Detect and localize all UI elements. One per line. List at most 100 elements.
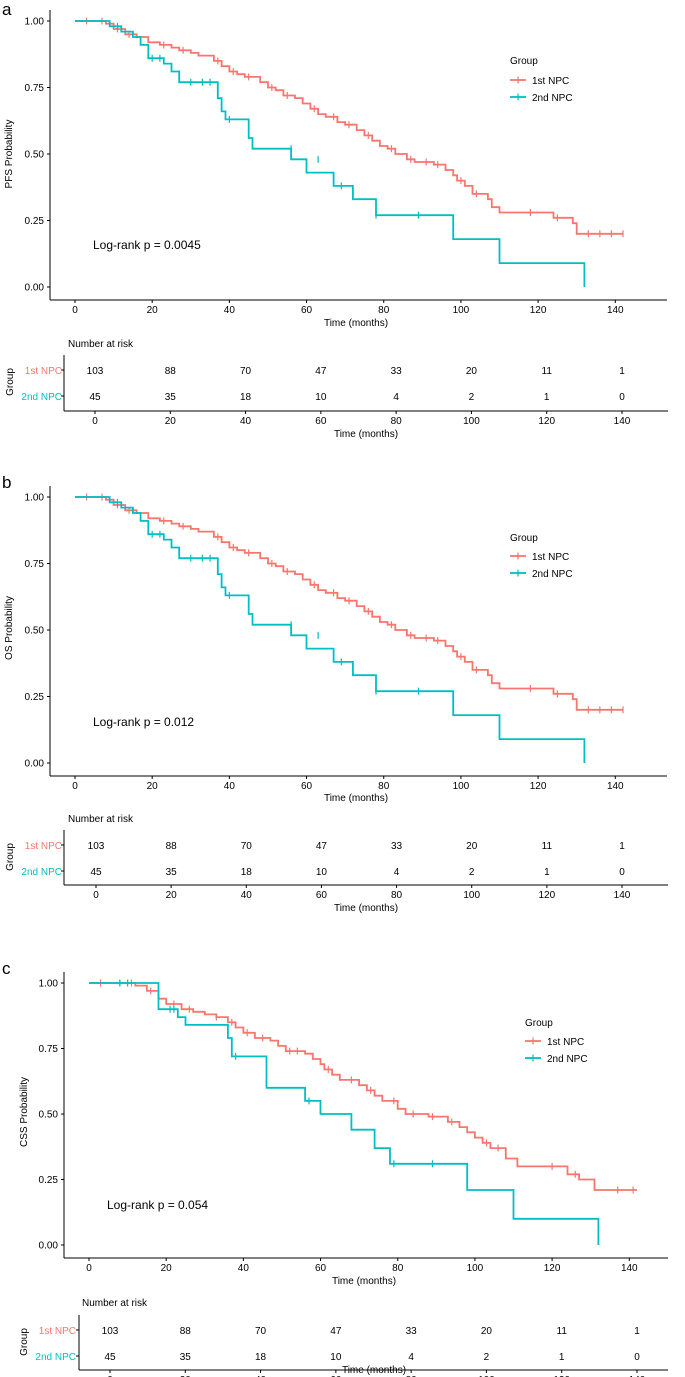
risk-x-tick-label: 20 (180, 1375, 192, 1377)
risk-count: 47 (315, 366, 327, 377)
legend-title: Group (510, 533, 538, 544)
legend-title: Group (510, 56, 538, 67)
risk-x-tick-label: 120 (538, 416, 555, 427)
risk-count: 45 (104, 1352, 116, 1363)
risk-count: 88 (180, 1326, 192, 1337)
risk-x-tick-label: 100 (478, 1375, 495, 1377)
panel-letter: b (2, 473, 11, 492)
panel-letter: c (2, 959, 11, 978)
risk-count: 33 (391, 366, 403, 377)
risk-table-y-label: Group (5, 843, 16, 871)
risk-count: 103 (88, 841, 105, 852)
risk-count: 1 (619, 841, 625, 852)
survival-curve-2nd-npc (75, 496, 586, 763)
risk-group-label-1st: 1st NPC (39, 1326, 76, 1337)
risk-count: 4 (408, 1352, 414, 1363)
legend-label-2nd: 2nd NPC (532, 569, 573, 580)
y-axis-label: PFS Probability (4, 120, 15, 189)
x-tick-label: 80 (378, 781, 390, 792)
risk-count: 33 (391, 841, 403, 852)
y-tick-label: 0.75 (25, 83, 45, 94)
risk-count: 1 (634, 1326, 640, 1337)
y-tick-label: 0.00 (25, 283, 45, 294)
logrank-pvalue: Log-rank p = 0.054 (107, 1198, 208, 1212)
risk-x-tick-label: 80 (391, 890, 403, 901)
y-tick-label: 1.00 (39, 979, 59, 990)
survival-curve-2nd-npc (75, 20, 586, 287)
risk-x-tick-label: 100 (463, 890, 480, 901)
y-tick-label: 0.00 (25, 759, 45, 770)
risk-count: 1 (619, 366, 625, 377)
x-tick-label: 100 (467, 1263, 484, 1274)
risk-x-tick-label: 140 (614, 890, 631, 901)
y-tick-label: 0.50 (25, 626, 45, 637)
risk-x-tick-label: 40 (240, 416, 252, 427)
risk-group-label-1st: 1st NPC (25, 366, 62, 377)
x-tick-label: 60 (315, 1263, 327, 1274)
risk-count: 20 (481, 1326, 493, 1337)
y-tick-label: 0.00 (39, 1241, 59, 1252)
risk-count: 45 (89, 392, 101, 403)
risk-count: 103 (87, 366, 104, 377)
risk-x-tick-label: 140 (614, 416, 631, 427)
risk-count: 35 (166, 867, 178, 878)
risk-count: 35 (180, 1352, 192, 1363)
risk-group-label-1st: 1st NPC (25, 841, 62, 852)
survival-curve-1st-npc (75, 496, 623, 711)
risk-count: 11 (557, 1326, 568, 1337)
risk-count: 35 (165, 392, 177, 403)
survival-curve-2nd-npc (89, 982, 600, 1245)
risk-count: 45 (90, 867, 102, 878)
risk-count: 4 (393, 392, 399, 403)
risk-count: 11 (542, 366, 553, 377)
x-tick-label: 0 (72, 305, 78, 316)
y-tick-label: 0.25 (39, 1175, 59, 1186)
risk-x-tick-label: 100 (463, 416, 480, 427)
x-axis-label: Time (months) (324, 793, 388, 804)
risk-count: 10 (316, 867, 328, 878)
risk-count: 88 (165, 366, 177, 377)
risk-table-title: Number at risk (68, 814, 134, 825)
risk-count: 20 (466, 841, 478, 852)
y-tick-label: 0.75 (39, 1044, 59, 1055)
risk-table-y-label: Group (19, 1328, 30, 1356)
x-tick-label: 140 (621, 1263, 638, 1274)
y-tick-label: 1.00 (25, 493, 45, 504)
risk-count: 1 (544, 867, 550, 878)
risk-count: 0 (619, 867, 625, 878)
risk-count: 4 (394, 867, 400, 878)
x-tick-label: 40 (238, 1263, 250, 1274)
risk-x-tick-label: 120 (553, 1375, 570, 1377)
risk-x-tick-label: 80 (391, 416, 403, 427)
y-tick-label: 0.50 (25, 150, 45, 161)
x-tick-label: 20 (161, 1263, 173, 1274)
risk-count: 0 (619, 392, 625, 403)
y-axis-label: OS Probability (4, 596, 15, 660)
logrank-pvalue: Log-rank p = 0.012 (93, 715, 194, 729)
legend-label-2nd: 2nd NPC (547, 1054, 588, 1065)
risk-count: 47 (330, 1326, 342, 1337)
risk-group-label-2nd: 2nd NPC (35, 1352, 76, 1363)
panel-c: c CSS Probability Time (months) Group 1s… (2, 959, 668, 1377)
risk-count: 103 (102, 1326, 119, 1337)
risk-count: 2 (484, 1352, 490, 1363)
risk-table-title: Number at risk (68, 339, 134, 350)
x-tick-label: 60 (301, 305, 313, 316)
risk-x-tick-label: 40 (241, 890, 253, 901)
risk-x-tick-label: 40 (255, 1375, 267, 1377)
risk-count: 18 (240, 392, 252, 403)
x-tick-label: 80 (378, 305, 390, 316)
legend-label-1st: 1st NPC (532, 76, 569, 87)
x-tick-label: 0 (86, 1263, 92, 1274)
risk-x-tick-label: 120 (539, 890, 556, 901)
legend-label-2nd: 2nd NPC (532, 93, 573, 104)
x-tick-label: 140 (607, 305, 624, 316)
legend-label-1st: 1st NPC (532, 552, 569, 563)
risk-count: 33 (406, 1326, 418, 1337)
risk-count: 2 (469, 392, 475, 403)
x-tick-label: 20 (147, 781, 159, 792)
y-tick-label: 0.25 (25, 692, 45, 703)
x-tick-label: 0 (72, 781, 78, 792)
risk-count: 20 (466, 366, 478, 377)
risk-x-tick-label: 0 (107, 1375, 113, 1377)
